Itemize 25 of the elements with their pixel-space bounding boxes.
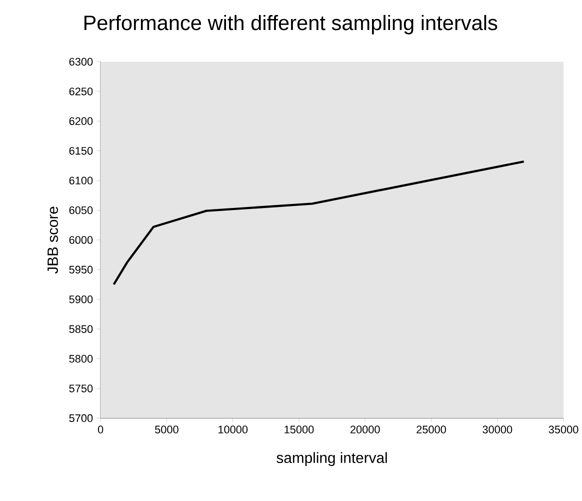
y-tick-label: 6050: [69, 206, 93, 214]
x-tick-label: 20000: [350, 426, 380, 434]
y-tick-label: 6100: [69, 176, 93, 184]
y-axis-title: JBB score: [48, 206, 58, 274]
x-tick-label: 10000: [218, 426, 248, 434]
y-tick-label: 5900: [69, 296, 93, 304]
line-series: [112, 160, 525, 286]
x-axis-title: sampling interval: [276, 452, 387, 466]
y-tick-label: 6300: [69, 58, 93, 66]
chart-title: Performance with different sampling intervals: [84, 15, 498, 34]
y-tick-label: 6250: [69, 88, 93, 96]
x-tick-label: 15000: [284, 426, 314, 434]
x-tick-label: 0: [98, 426, 104, 434]
y-tick-label: 5800: [69, 355, 93, 363]
x-tick-label: 25000: [416, 426, 446, 434]
y-tick-label: 6200: [69, 117, 93, 126]
y-tick-label: 5950: [69, 266, 93, 274]
x-tick-label: 35000: [548, 426, 578, 434]
x-tick-label: 5000: [155, 426, 178, 434]
y-tick-label: 6150: [69, 147, 93, 155]
x-tick-label: 30000: [482, 426, 512, 434]
y-tick-label: 5750: [69, 384, 93, 392]
y-tick-label: 5700: [69, 414, 93, 422]
y-tick-label: 5850: [69, 325, 93, 334]
y-tick-label: 6000: [69, 236, 93, 244]
